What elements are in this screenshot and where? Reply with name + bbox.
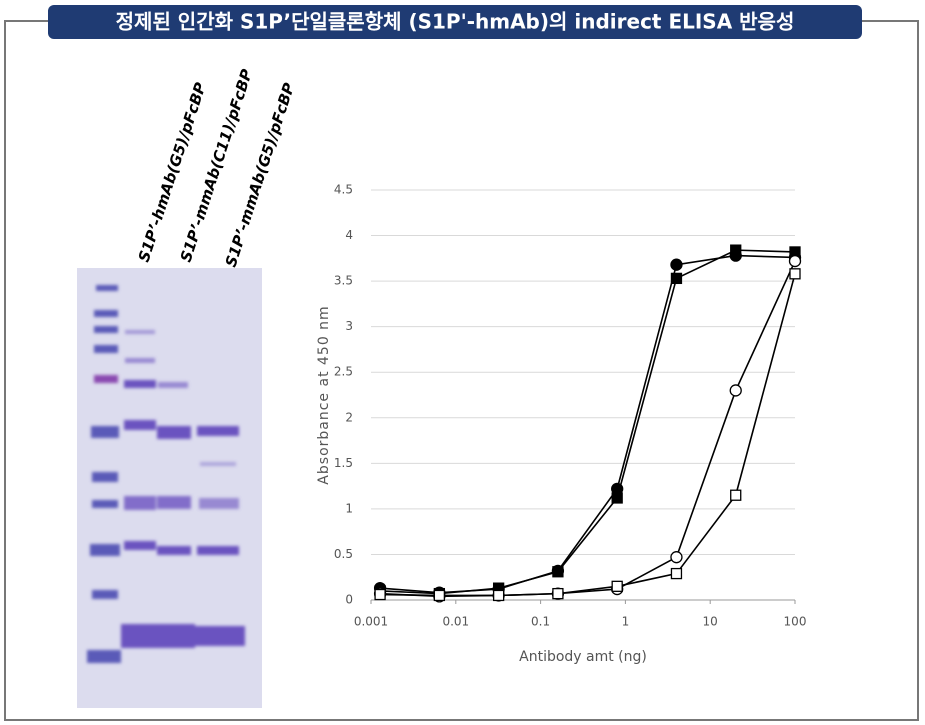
y-tick-label: 4.5 (334, 183, 353, 197)
chart: Antibody amt (ng) Absorbance at 450 nm 0… (316, 183, 806, 666)
series-line (380, 273, 796, 597)
y-tick-label: 2.5 (334, 365, 353, 379)
marker (670, 258, 683, 271)
marker (611, 580, 623, 592)
y-tick-label: 0.5 (334, 547, 353, 561)
y-tick-label: 0 (345, 593, 353, 607)
y-tick-label: 3 (345, 319, 353, 333)
marker (552, 587, 564, 600)
x-tick-label: 0.1 (531, 615, 550, 629)
y-tick-label: 4 (345, 228, 353, 242)
series-line (380, 249, 796, 595)
y-axis-label: Absorbance at 450 nm (316, 305, 332, 484)
marker (789, 268, 801, 280)
x-tick-label: 0.001 (354, 615, 388, 629)
marker (670, 567, 683, 580)
title: 정제된 인간화 S1P’단일클론항체 (S1P'-hmAb)의 indirect… (116, 10, 795, 34)
x-tick-label: 10 (703, 615, 718, 629)
y-tick-label: 2 (345, 410, 353, 424)
series-line (380, 260, 796, 598)
marker (670, 272, 683, 285)
x-axis-label: Antibody amt (ng) (519, 649, 647, 665)
x-tick-label: 0.01 (442, 615, 469, 629)
marker (730, 244, 742, 256)
x-tick-label: 100 (784, 615, 807, 629)
marker (611, 492, 623, 504)
y-tick-label: 1 (345, 501, 353, 515)
title-banner (48, 5, 862, 39)
series-line (380, 254, 796, 594)
x-tick-label: 1 (622, 615, 630, 629)
marker (729, 384, 742, 397)
marker (552, 566, 564, 578)
marker (670, 551, 683, 564)
marker (492, 589, 505, 602)
gel: S1P’-hmAb(G5)/pFcBP S1P’-mmAb(C11)/pFcBP… (77, 67, 298, 708)
marker (788, 254, 802, 268)
gel-bands (87, 285, 245, 663)
marker (433, 589, 446, 602)
y-tick-label: 3.5 (334, 274, 353, 288)
marker (374, 588, 386, 601)
y-tick-label: 1.5 (334, 456, 353, 470)
marker (730, 489, 742, 501)
